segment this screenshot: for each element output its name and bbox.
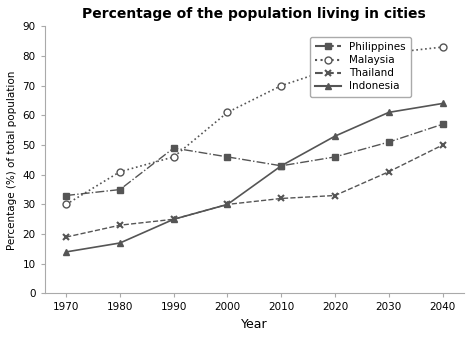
Thailand (440, 143, 446, 147)
Line: Malaysia: Malaysia (63, 44, 446, 208)
Indonesia (440, 101, 446, 105)
Philippines (225, 155, 230, 159)
Philippines (332, 155, 338, 159)
Thailand (386, 170, 391, 174)
Legend: Philippines, Malaysia, Thailand, Indonesia: Philippines, Malaysia, Thailand, Indones… (310, 37, 411, 97)
X-axis label: Year: Year (241, 318, 268, 331)
Philippines (117, 188, 123, 192)
Philippines (386, 140, 391, 144)
Indonesia (332, 134, 338, 138)
Line: Thailand: Thailand (63, 142, 446, 241)
Malaysia (117, 170, 123, 174)
Indonesia (117, 241, 123, 245)
Line: Indonesia: Indonesia (63, 100, 446, 256)
Thailand (117, 223, 123, 227)
Title: Percentage of the population living in cities: Percentage of the population living in c… (82, 7, 426, 21)
Philippines (278, 164, 284, 168)
Thailand (225, 202, 230, 207)
Philippines (440, 122, 446, 126)
Indonesia (225, 202, 230, 207)
Thailand (278, 196, 284, 200)
Malaysia (225, 110, 230, 114)
Indonesia (278, 164, 284, 168)
Thailand (171, 217, 177, 221)
Y-axis label: Percentage (%) of total population: Percentage (%) of total population (7, 70, 17, 249)
Indonesia (386, 110, 391, 114)
Malaysia (63, 202, 69, 207)
Malaysia (332, 66, 338, 70)
Indonesia (63, 250, 69, 254)
Philippines (171, 146, 177, 150)
Thailand (332, 193, 338, 197)
Thailand (63, 235, 69, 239)
Malaysia (386, 51, 391, 55)
Philippines (63, 193, 69, 197)
Line: Philippines: Philippines (64, 121, 445, 198)
Indonesia (171, 217, 177, 221)
Malaysia (171, 155, 177, 159)
Malaysia (278, 83, 284, 88)
Malaysia (440, 45, 446, 49)
